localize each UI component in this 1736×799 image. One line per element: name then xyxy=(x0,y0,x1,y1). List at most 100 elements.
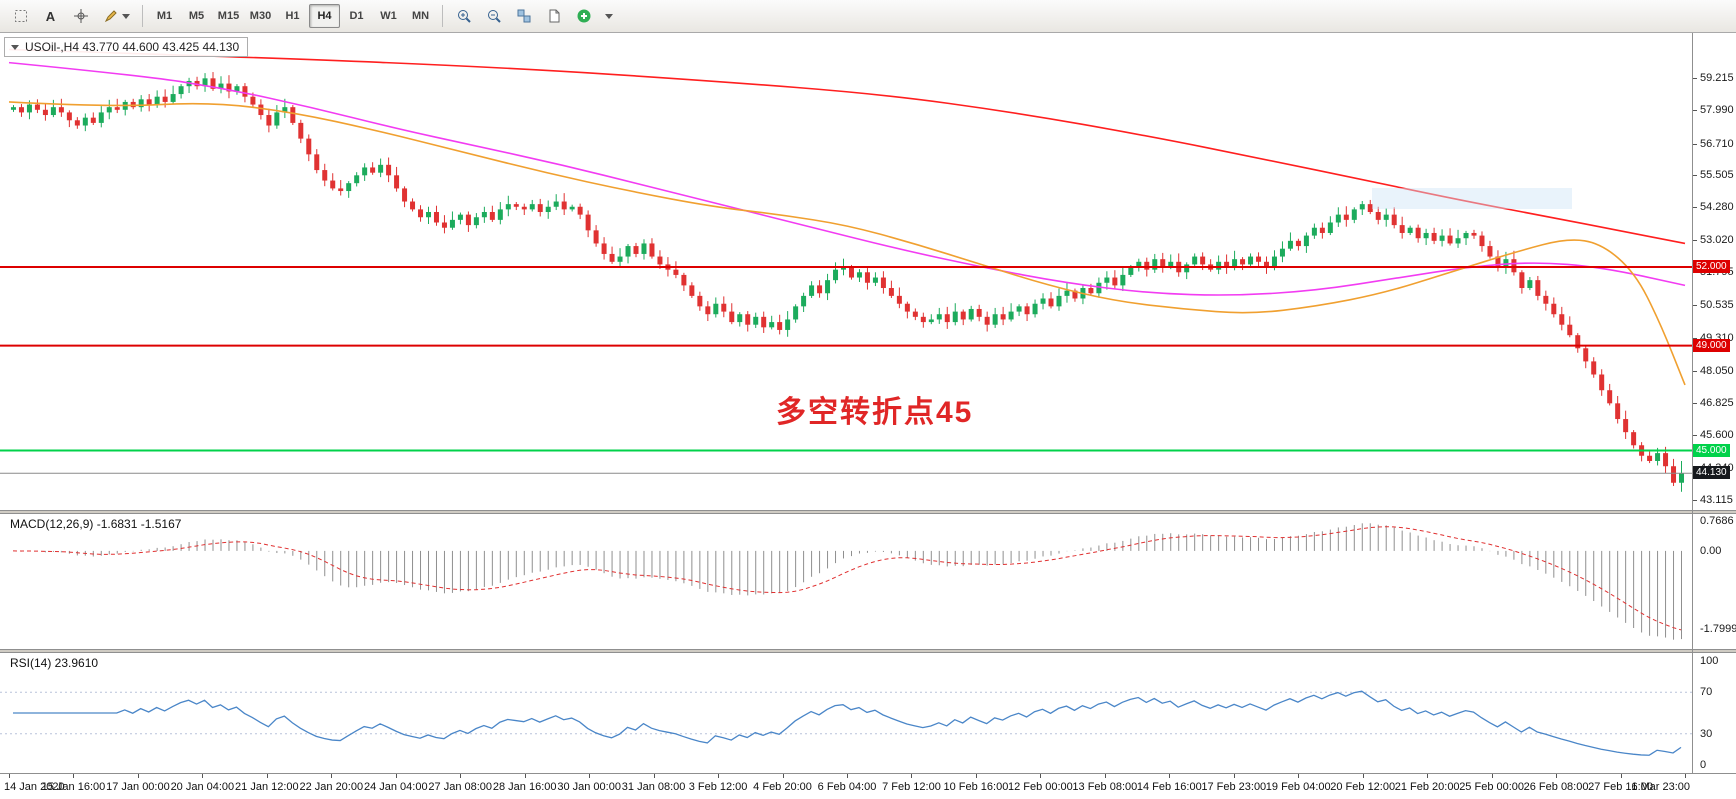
draw-tools-button[interactable] xyxy=(96,3,136,29)
panel-splitter[interactable] xyxy=(0,510,1736,514)
time-tick-mark xyxy=(1556,774,1558,778)
price-line-badge: 52.000 xyxy=(1693,260,1730,274)
macd-canvas[interactable] xyxy=(0,514,1692,649)
axis-tick-mark xyxy=(1693,240,1697,242)
price-tick-label: 46.825 xyxy=(1700,396,1734,409)
time-axis-label: 30 Jan 00:00 xyxy=(557,781,621,793)
time-axis-label: 15 Jan 16:00 xyxy=(41,781,106,793)
time-tick-mark xyxy=(460,774,462,778)
marquee-tool-button[interactable] xyxy=(6,3,35,29)
zoom-out-button[interactable] xyxy=(479,3,508,29)
tile-windows-icon xyxy=(516,8,532,24)
time-axis-label: 20 Jan 04:00 xyxy=(170,781,235,793)
price-axis[interactable]: 52.000 49.000 45.000 44.130 59.215 57.990 56.7… xyxy=(1693,33,1736,510)
axis-tick-mark xyxy=(1693,175,1697,177)
time-tick-mark xyxy=(331,774,333,778)
macd-axis-label: 0.00 xyxy=(1700,544,1722,557)
zoom-out-icon xyxy=(486,8,502,24)
macd-header-label: MACD(12,26,9) -1.6831 -1.5167 xyxy=(10,517,182,531)
axis-tick-mark xyxy=(1693,370,1697,372)
time-tick-mark xyxy=(847,774,848,778)
price-tick-label: 45.600 xyxy=(1700,428,1734,441)
time-tick-mark xyxy=(73,774,75,778)
time-tick-mark xyxy=(202,774,204,778)
time-axis-label: 28 Jan 16:00 xyxy=(492,781,557,793)
time-axis-label: 17 Feb 23:00 xyxy=(1201,781,1267,793)
price-tick-label: 50.535 xyxy=(1700,299,1734,312)
text-tool-button[interactable]: A xyxy=(36,3,65,29)
macd-panel: MACD(12,26,9) -1.6831 -1.5167 xyxy=(0,514,1692,649)
panel-splitter[interactable] xyxy=(0,649,1736,653)
time-axis-label: 14 Feb 16:00 xyxy=(1136,781,1202,793)
time-axis-label: 31 Jan 08:00 xyxy=(621,781,686,793)
rsi-canvas[interactable] xyxy=(0,653,1692,773)
axis-tick-mark xyxy=(1693,143,1697,145)
new-chart-button[interactable] xyxy=(539,3,568,29)
add-indicator-button[interactable] xyxy=(569,3,598,29)
time-tick-mark xyxy=(589,774,591,778)
time-tick-mark xyxy=(1620,774,1622,778)
symbol-ohlc-box[interactable]: USOil-,H4 43.770 44.600 43.425 44.130 xyxy=(4,37,249,57)
timeframe-h1-button[interactable]: H1 xyxy=(285,10,300,22)
timeframe-m5-button[interactable]: M5 xyxy=(188,10,205,22)
chart-text-annotation[interactable]: 多空转折点45 xyxy=(776,396,974,429)
time-axis-label: 21 Jan 12:00 xyxy=(235,781,299,793)
time-axis-label: 1 Mar 23:00 xyxy=(1631,781,1690,793)
time-tick-mark xyxy=(1169,774,1171,778)
timeframe-mn-button[interactable]: MN xyxy=(411,10,430,22)
time-axis-label: 27 Jan 08:00 xyxy=(428,781,493,793)
ma-mid-magenta xyxy=(8,61,1686,296)
axis-tick-mark xyxy=(1693,402,1697,404)
time-axis-label: 17 Jan 00:00 xyxy=(106,781,170,793)
time-tick-mark xyxy=(1104,774,1106,778)
price-tick-label: 59.215 xyxy=(1700,71,1734,84)
time-tick-mark xyxy=(782,774,784,778)
macd-axis[interactable]: 0.7686 0.00 -1.7999 xyxy=(1693,514,1736,649)
main-chart-panel: USOil-,H4 43.770 44.600 43.425 44.130 多空… xyxy=(0,33,1692,510)
timeframe-m1-button[interactable]: M1 xyxy=(156,10,173,22)
text-tool-icon: A xyxy=(45,8,56,24)
time-axis-label: 10 Feb 16:00 xyxy=(943,781,1009,793)
timeframe-w1-button[interactable]: W1 xyxy=(380,10,397,22)
timeframe-h4-button[interactable]: H4 xyxy=(309,4,340,28)
time-tick-mark xyxy=(1362,774,1364,778)
timeframe-m15-button[interactable]: M15 xyxy=(217,10,240,22)
time-axis[interactable]: 14 Jan 2020 15 Jan 16:00 17 Jan 00:00 20 Ja… xyxy=(0,773,1736,799)
axis-tick-mark xyxy=(1693,110,1697,112)
green-plus-icon xyxy=(576,8,592,24)
rsi-axis[interactable]: 100 70 30 0 xyxy=(1693,653,1736,773)
axis-tick-mark xyxy=(1693,305,1697,307)
zoom-in-button[interactable] xyxy=(449,3,478,29)
price-tick-label: 43.115 xyxy=(1700,493,1733,506)
rsi-header-label: RSI(14) 23.9610 xyxy=(10,656,99,670)
time-tick-mark xyxy=(1298,774,1300,778)
price-tick-label: 55.505 xyxy=(1700,169,1734,182)
axis-tick-mark xyxy=(1693,207,1697,209)
crosshair-tool-button[interactable] xyxy=(66,3,95,29)
timeframe-m30-button[interactable]: M30 xyxy=(249,10,272,22)
time-axis-label: 21 Feb 20:00 xyxy=(1394,781,1460,793)
faint-highlight-box xyxy=(1372,188,1572,209)
zoom-in-icon xyxy=(456,8,472,24)
time-tick-mark xyxy=(524,774,526,778)
macd-axis-label: -1.7999 xyxy=(1700,622,1736,635)
time-tick-mark xyxy=(395,774,397,778)
chart-options-dropdown[interactable] xyxy=(599,3,619,29)
axis-border-line xyxy=(1692,33,1693,773)
timeframe-d1-button[interactable]: D1 xyxy=(349,10,364,22)
axis-tick-mark xyxy=(1693,337,1697,339)
price-tick-label: 54.280 xyxy=(1700,201,1734,214)
time-tick-mark xyxy=(1040,774,1042,778)
chevron-down-icon xyxy=(121,13,130,19)
tile-windows-button[interactable] xyxy=(509,3,538,29)
time-axis-label: 7 Feb 12:00 xyxy=(882,781,941,793)
price-tick-label: 53.020 xyxy=(1700,234,1734,247)
axis-tick-mark xyxy=(1693,499,1697,501)
time-tick-mark xyxy=(266,774,268,778)
time-axis-label: 22 Jan 20:00 xyxy=(299,781,364,793)
price-tick-label: 57.990 xyxy=(1700,104,1734,117)
time-tick-mark xyxy=(137,774,139,778)
time-tick-mark xyxy=(9,774,10,778)
main-chart-canvas[interactable] xyxy=(0,33,1692,510)
